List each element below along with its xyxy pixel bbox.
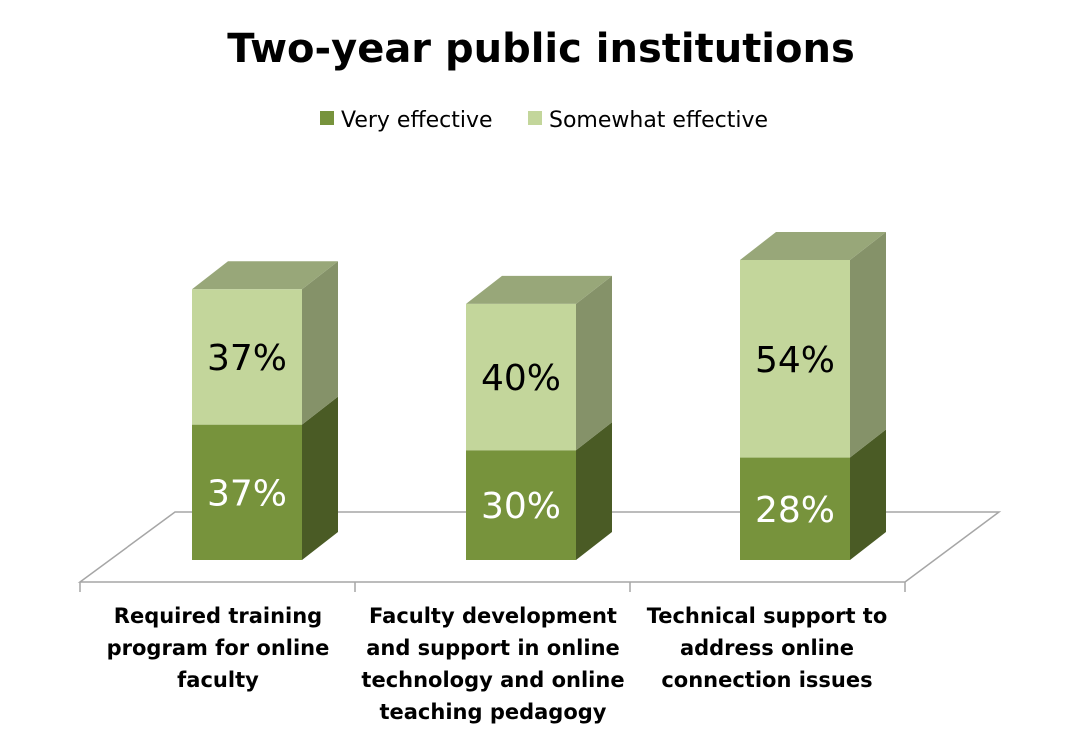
- category-labels: Required training program for online facul…: [107, 604, 888, 724]
- bar-2-somewhat-effective-side: [576, 275, 612, 451]
- legend-label-somewhat-effective: Somewhat effective: [549, 108, 768, 133]
- bar-3-somewhat-effective-value-label: 54%: [755, 340, 835, 381]
- category-label-1: Required training program for online facul…: [107, 604, 330, 692]
- category-label-2-line-4: teaching pedagogy: [379, 700, 606, 724]
- bar-2-somewhat-effective-top: [466, 275, 612, 304]
- bar-3-very-effective-front: [740, 457, 850, 560]
- bar-3-somewhat-effective-front: [740, 260, 850, 458]
- chart-title: Two-year public institutions: [227, 26, 855, 72]
- bar-2-very-effective-side: [576, 422, 612, 560]
- bar-2-somewhat-effective-front: [466, 303, 576, 451]
- bar-3-very-effective-value-label: 28%: [755, 490, 835, 531]
- category-label-1-line-2: program for online: [107, 636, 330, 660]
- category-label-2-line-3: technology and online: [361, 668, 624, 692]
- category-label-2-line-2: and support in online: [366, 636, 620, 660]
- category-label-2: Faculty development and support in online…: [361, 604, 624, 724]
- chart-floor: [77, 511, 1002, 592]
- category-label-3-line-3: connection issues: [661, 668, 872, 692]
- legend: Very effective Somewhat effective: [320, 108, 768, 133]
- bar-2-very-effective-value-label: 30%: [481, 486, 561, 527]
- bar-1-very-effective-side: [302, 396, 338, 560]
- category-label-3-line-1: Technical support to: [647, 604, 888, 628]
- bar-1-very-effective: 37%: [192, 396, 338, 560]
- bar-1-somewhat-effective-value-label: 37%: [207, 338, 287, 379]
- bar-3-very-effective: 28%: [740, 429, 886, 560]
- bar-1-somewhat-effective-top: [192, 261, 338, 290]
- category-label-3: Technical support to address online connec…: [647, 604, 888, 692]
- bar-2-somewhat-effective-value-label: 40%: [481, 358, 561, 399]
- category-label-3-line-2: address online: [680, 636, 854, 660]
- bar-1-somewhat-effective-side: [302, 261, 338, 425]
- bar-1-somewhat-effective-front: [192, 289, 302, 425]
- bar-2-very-effective-front: [466, 450, 576, 560]
- bar-3-somewhat-effective-top: [740, 232, 886, 260]
- legend-swatch-somewhat-effective: [528, 111, 542, 125]
- bar-1-somewhat-effective: 37%: [192, 261, 338, 425]
- bar-3-somewhat-effective-side: [850, 232, 886, 458]
- bars-group: 37% 37% 30% 40% 28% 54%: [192, 232, 886, 560]
- legend-swatch-very-effective: [320, 111, 334, 125]
- category-label-1-line-1: Required training: [114, 604, 322, 628]
- bar-1-very-effective-front: [192, 424, 302, 560]
- bar-3-very-effective-side: [850, 429, 886, 560]
- category-label-2-line-1: Faculty development: [369, 604, 617, 628]
- bar-2-somewhat-effective: 40%: [466, 275, 612, 451]
- bar-1-very-effective-value-label: 37%: [207, 473, 287, 514]
- bar-2-very-effective: 30%: [466, 422, 612, 560]
- legend-label-very-effective: Very effective: [341, 108, 493, 133]
- category-label-1-line-3: faculty: [177, 668, 259, 692]
- bar-3-somewhat-effective: 54%: [740, 232, 886, 458]
